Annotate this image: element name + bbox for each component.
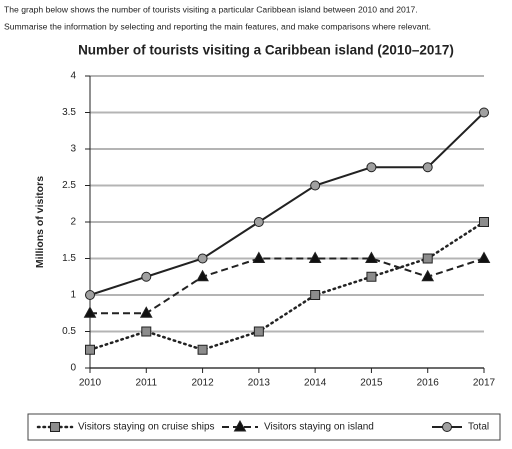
legend-box [27, 413, 501, 441]
marker [252, 251, 266, 263]
y-tick-label: 2.5 [62, 180, 76, 191]
y-tick-label: 1.5 [62, 253, 76, 264]
marker [308, 251, 322, 263]
y-tick-label: 3 [70, 144, 76, 155]
marker [197, 253, 208, 264]
legend-marker [233, 419, 247, 432]
marker [365, 251, 378, 263]
marker [141, 326, 152, 337]
marker [422, 253, 433, 264]
marker [139, 306, 153, 318]
x-tick-label: 2010 [79, 378, 102, 389]
marker [253, 217, 264, 227]
y-axis-label: Millions of visitors [34, 176, 46, 268]
y-tick-label: 0.5 [62, 326, 76, 337]
y-tick-label: 1 [70, 290, 76, 301]
marker [310, 180, 321, 191]
x-tick-label: 2015 [360, 378, 383, 389]
series-line [88, 220, 486, 352]
x-tick-label: 2012 [191, 378, 214, 389]
marker [85, 290, 95, 300]
marker [85, 344, 95, 355]
marker [141, 271, 152, 282]
y-tick-label: 3.5 [62, 107, 76, 118]
series-line [90, 257, 485, 315]
legend-marker [50, 422, 60, 432]
series-line [89, 111, 485, 296]
marker [479, 217, 489, 227]
marker [366, 271, 377, 282]
legend-label: Total [468, 422, 489, 433]
y-tick-label: 0 [70, 363, 76, 374]
legend-marker [442, 422, 452, 432]
chart-title: Number of tourists visiting a Caribbean … [78, 43, 454, 58]
marker [253, 326, 264, 337]
marker [477, 251, 491, 263]
legend-label: Visitors staying on island [264, 422, 374, 433]
marker [422, 162, 433, 173]
x-tick-label: 2014 [304, 378, 327, 389]
marker [196, 269, 209, 282]
y-tick-label: 4 [70, 71, 76, 82]
intro-text: Summarise the information by selecting a… [4, 21, 431, 31]
marker [83, 306, 97, 318]
y-tick-label: 2 [70, 217, 76, 228]
intro-text: The graph below shows the number of tour… [4, 4, 418, 14]
marker [366, 162, 377, 173]
legend-label: Visitors staying on cruise ships [78, 422, 215, 433]
marker [310, 290, 321, 300]
x-tick-label: 2011 [136, 378, 158, 389]
x-tick-label: 2013 [248, 378, 271, 389]
x-tick-label: 2016 [417, 378, 440, 389]
x-tick-label: 2017 [473, 378, 496, 389]
marker [479, 107, 489, 118]
marker [197, 344, 208, 355]
marker [421, 269, 435, 282]
